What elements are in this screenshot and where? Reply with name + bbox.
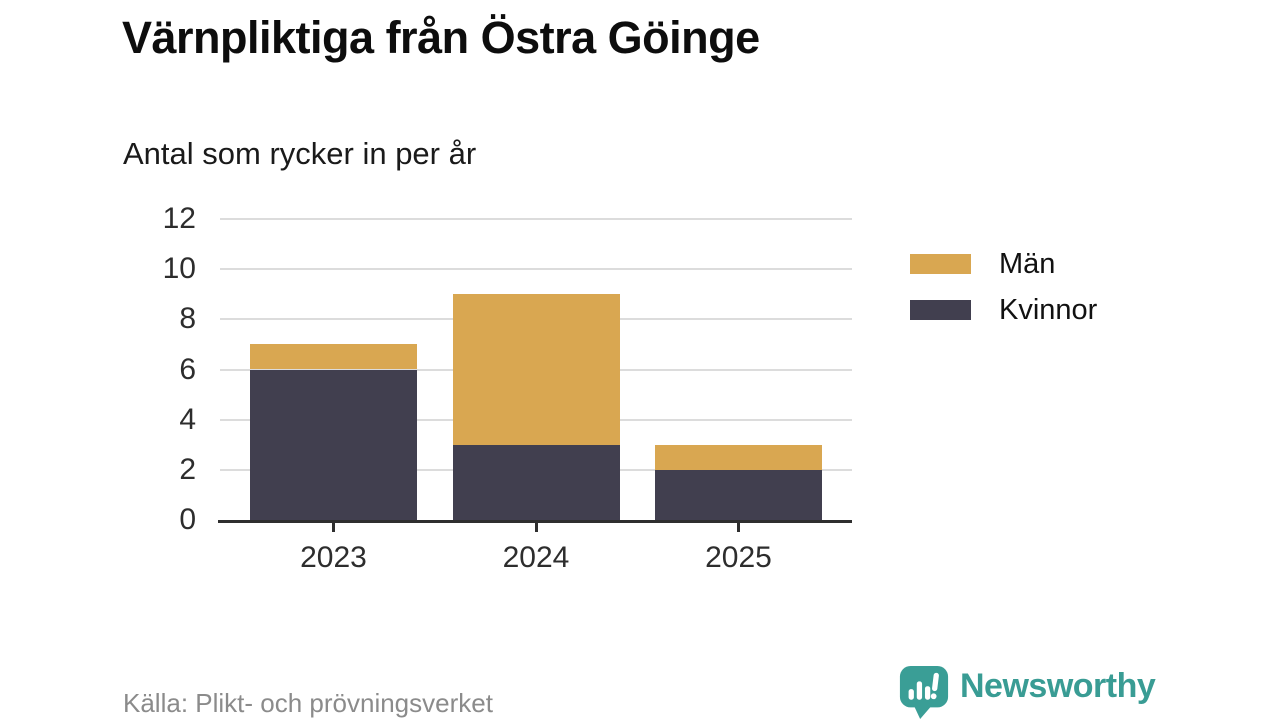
bar-segment-kvinnor-2025 <box>655 469 822 520</box>
y-gridline <box>220 218 852 220</box>
y-tick-label: 2 <box>179 452 196 486</box>
brand-wordmark: Newsworthy <box>960 667 1156 705</box>
x-axis-line <box>218 520 852 523</box>
legend-item-män: Män <box>910 247 1097 280</box>
legend-label: Män <box>999 247 1056 280</box>
source-caption: Källa: Plikt- och prövningsverket <box>123 688 493 718</box>
y-gridline <box>220 268 852 271</box>
newsworthy-logo-icon <box>899 666 949 719</box>
brand-footer: Newsworthy <box>898 664 1156 720</box>
bar-segment-män-2025 <box>655 444 822 470</box>
chart-subtitle: Antal som rycker in per år <box>123 136 477 171</box>
chart-title: Värnpliktiga från Östra Göinge <box>122 12 760 63</box>
y-tick-label: 10 <box>162 252 196 286</box>
bar-segment-män-2023 <box>250 344 417 370</box>
bar-segment-kvinnor-2023 <box>250 369 417 520</box>
y-tick-label: 6 <box>179 352 196 386</box>
x-tick-mark <box>534 523 538 532</box>
legend-item-kvinnor: Kvinnor <box>910 293 1098 326</box>
y-tick-label: 4 <box>179 402 196 436</box>
x-tick-label: 2025 <box>705 541 772 574</box>
y-tick-label: 0 <box>179 503 196 536</box>
bar-segment-män-2024 <box>452 294 620 445</box>
y-tick-label: 8 <box>179 302 196 336</box>
x-tick-label: 2024 <box>502 541 570 574</box>
legend-swatch <box>910 300 971 320</box>
bar-segment-kvinnor-2024 <box>452 444 620 520</box>
legend: Män Kvinnor <box>910 247 1098 342</box>
x-tick-mark <box>737 523 740 532</box>
legend-label: Kvinnor <box>999 293 1098 326</box>
x-tick-label: 2023 <box>300 541 367 574</box>
x-tick-mark <box>332 523 335 532</box>
legend-swatch <box>910 254 971 274</box>
y-tick-label: 12 <box>162 202 196 235</box>
